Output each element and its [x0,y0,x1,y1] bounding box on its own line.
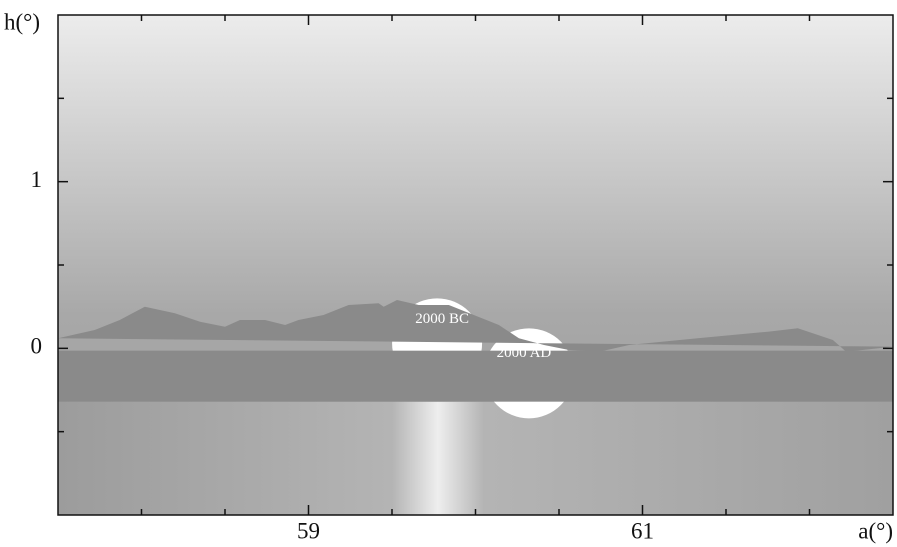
x-tick-label: 59 [297,518,320,543]
sun-label: 2000 BC [415,311,469,327]
y-axis-label: h(°) [4,9,40,34]
chart: 2000 BC 2000 AD 59 61 0 1 h(°) a(°) [0,0,897,547]
x-axis-label: a(°) [858,518,893,543]
y-tick-label: 0 [31,334,43,359]
sun-label: 2000 AD [497,345,552,361]
water [58,402,893,515]
x-tick-label: 61 [631,518,654,543]
y-tick-label: 1 [31,167,43,192]
plot-area: 2000 BC 2000 AD [58,15,893,515]
terrain-base [58,351,893,402]
page: {"chart_data": { "type": "area", "x_labe… [0,0,897,547]
